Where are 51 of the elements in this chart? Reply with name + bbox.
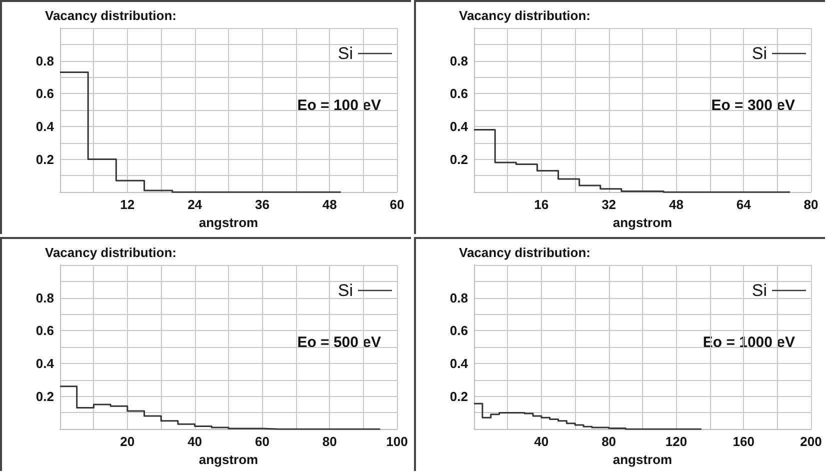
x-tick-label: 80 xyxy=(804,197,818,212)
x-tick-label: 60 xyxy=(254,434,270,450)
chart-title: Vacancy distribution: xyxy=(459,8,590,23)
annotation: Eo = 300 eV xyxy=(711,97,796,114)
annotation: Eo = 100 eV xyxy=(297,97,382,114)
x-tick-label: 100 xyxy=(386,434,408,450)
y-tick-label: 0.4 xyxy=(36,118,55,134)
x-axis-title: angstrom xyxy=(612,215,672,230)
annotation: Eo = 500 eV xyxy=(297,334,382,351)
y-tick-label: 0.8 xyxy=(36,53,54,68)
x-axis-title: angstrom xyxy=(198,452,258,467)
x-tick-label: 80 xyxy=(322,434,337,450)
y-tick-label: 0.8 xyxy=(36,290,54,306)
y-tick-label: 0.6 xyxy=(450,323,468,338)
x-tick-label: 60 xyxy=(390,197,404,212)
y-tick-label: 0.2 xyxy=(450,388,468,404)
legend-label: Si xyxy=(752,44,767,63)
x-tick-label: 12 xyxy=(120,197,135,212)
y-tick-label: 0.2 xyxy=(36,388,54,404)
x-tick-label: 36 xyxy=(254,197,270,212)
chart-title: Vacancy distribution: xyxy=(45,8,176,23)
y-tick-label: 0.4 xyxy=(450,118,469,134)
x-tick-label: 24 xyxy=(188,197,203,212)
y-tick-label: 0.6 xyxy=(36,323,54,338)
x-tick-label: 200 xyxy=(800,434,822,450)
y-tick-label: 0.2 xyxy=(450,152,468,167)
y-tick-label: 0.8 xyxy=(450,290,468,306)
legend-label: Si xyxy=(338,44,353,63)
y-tick-label: 0.2 xyxy=(36,152,54,167)
x-tick-label: 40 xyxy=(188,434,202,450)
x-tick-label: 80 xyxy=(602,434,616,450)
chart-title: Vacancy distribution: xyxy=(459,245,590,260)
chart-title: Vacancy distribution: xyxy=(45,245,176,260)
x-tick-label: 32 xyxy=(602,197,616,212)
x-tick-label: 48 xyxy=(668,197,684,212)
legend-label: Si xyxy=(752,281,767,300)
x-axis-title: angstrom xyxy=(198,215,258,230)
y-tick-label: 0.8 xyxy=(450,53,468,68)
y-tick-label: 0.6 xyxy=(450,86,468,102)
x-tick-label: 160 xyxy=(732,434,754,450)
x-tick-label: 16 xyxy=(534,197,549,212)
x-tick-label: 120 xyxy=(665,434,688,450)
x-tick-label: 20 xyxy=(120,434,135,450)
y-tick-label: 0.4 xyxy=(36,356,55,371)
y-tick-label: 0.6 xyxy=(36,86,54,102)
x-tick-label: 64 xyxy=(736,197,752,212)
x-tick-label: 48 xyxy=(322,197,337,212)
legend-label: Si xyxy=(338,281,353,300)
x-tick-label: 40 xyxy=(534,434,549,450)
x-axis-title: angstrom xyxy=(612,452,672,467)
y-tick-label: 0.4 xyxy=(450,356,469,371)
